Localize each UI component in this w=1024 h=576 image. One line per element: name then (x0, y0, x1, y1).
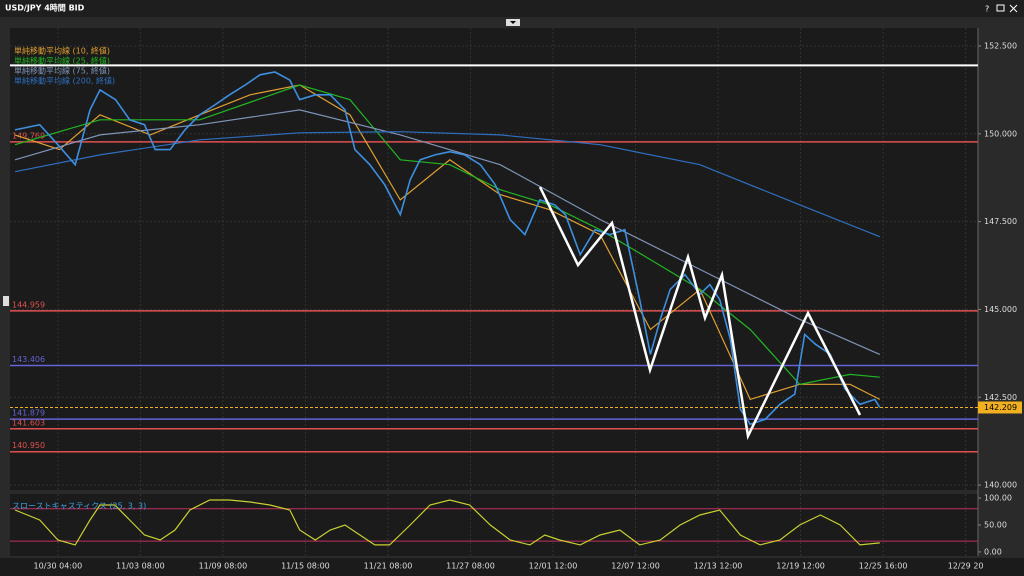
y-tick-label: 100.00 (984, 494, 1012, 503)
legend-entry: 単純移動平均線 (200, 終値) (14, 76, 115, 86)
level-label: 140.950 (12, 441, 45, 450)
level-label: 149.769 (12, 131, 45, 140)
legend-entry: 単純移動平均線 (25, 終値) (14, 56, 110, 66)
help-button[interactable]: ? (985, 5, 989, 14)
x-tick-label: 12/13 12:00 (694, 562, 743, 571)
x-tick-label: 11/27 08:00 (446, 562, 495, 571)
x-tick-label: 12/25 16:00 (859, 562, 908, 571)
series-line (14, 131, 881, 238)
window-title: USD/JPY 4時間 BID (5, 3, 85, 13)
series-line (14, 84, 880, 385)
collapse-icon (510, 21, 516, 24)
y-tick-label: 152.500 (984, 41, 1017, 50)
x-tick-label: 12/07 12:00 (611, 562, 660, 571)
series-line (14, 499, 880, 546)
y-tick-label: 147.500 (984, 217, 1017, 226)
legend-entry: 単純移動平均線 (75, 終値) (14, 66, 110, 76)
main-plot (10, 28, 978, 490)
title-bar (0, 0, 1024, 17)
y-tick-label: 150.000 (984, 129, 1017, 138)
x-tick-label: 12/19 12:00 (776, 562, 825, 571)
level-label: 143.406 (12, 355, 45, 364)
x-tick-label: 11/03 08:00 (116, 562, 165, 571)
current-price-box (978, 401, 1022, 414)
y-tick-label: 145.000 (984, 305, 1017, 314)
x-tick-label: 11/21 08:00 (364, 562, 413, 571)
x-tick-label: 11/15 08:00 (281, 562, 330, 571)
legend-entry: 単純移動平均線 (10, 終値) (14, 46, 110, 56)
y-tick-label: 142.500 (984, 393, 1017, 402)
close-button[interactable] (1009, 4, 1018, 13)
x-tick-label: 11/09 08:00 (199, 562, 248, 571)
plot-layer: 10/30 04:00 11/03 08:00 11/09 08:00 11/15 0… (10, 28, 1022, 571)
x-axis-band (0, 558, 1024, 576)
x-tick-label: 10/30 04:00 (34, 562, 83, 571)
x-tick-label: 12/29 20 (948, 562, 984, 571)
level-label: 144.959 (12, 300, 45, 309)
y-tick-label: 50.00 (984, 520, 1007, 529)
level-label: 141.879 (12, 409, 45, 418)
x-tick-label: 12/01 12:00 (529, 562, 578, 571)
panel-title: スローストキャスティクス (25, 3, 3) (12, 502, 146, 511)
zigzag-annotation (538, 186, 862, 441)
level-label: 141.603 (12, 418, 45, 427)
y-tick-label: 0.00 (984, 547, 1002, 556)
current-price-label: 142.209 (984, 403, 1017, 412)
side-handle[interactable] (3, 296, 9, 306)
maximize-button[interactable] (996, 4, 1005, 12)
sub-plot (10, 494, 978, 556)
series-line (14, 84, 881, 401)
series-line (14, 109, 881, 355)
y-tick-label: 140.000 (984, 481, 1017, 490)
